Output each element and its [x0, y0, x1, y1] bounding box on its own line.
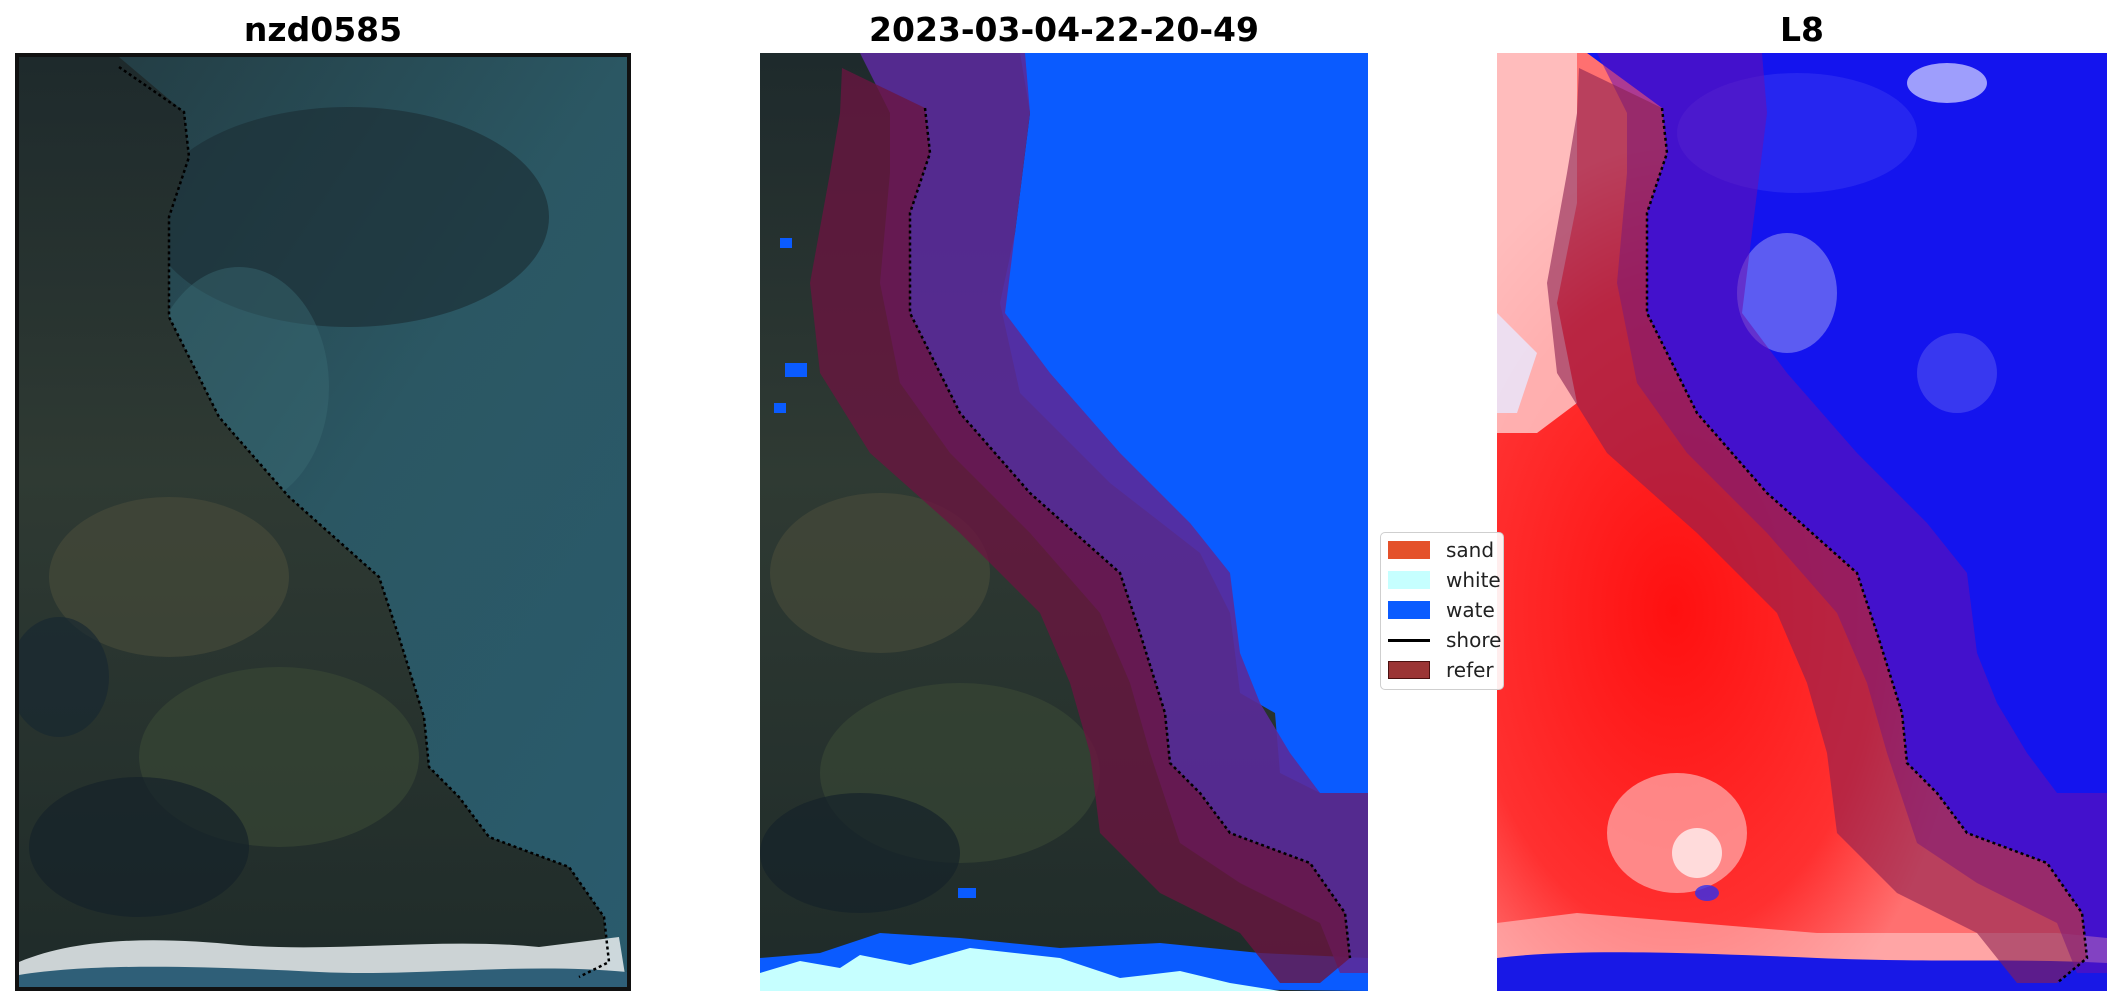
reference-shoreline [118, 65, 611, 979]
panel-title-date: 2023-03-04-22-20-49 [869, 10, 1259, 49]
index-map-panel [1497, 53, 2107, 991]
index-map-image [1497, 53, 2107, 991]
reference-shoreline [1645, 107, 2089, 984]
panel-title-site: nzd0585 [243, 10, 403, 49]
rgb-image-panel [15, 53, 631, 991]
legend: sand white wate shore refer [1380, 532, 1504, 690]
rgb-image [19, 57, 627, 987]
reference-buffer-area [860, 53, 1368, 973]
classification-image [760, 53, 1368, 991]
legend-item-sand: sand [1388, 537, 1494, 563]
classification-panel [760, 53, 1368, 991]
water-class-area [1000, 53, 1368, 793]
whitewater-swatch [1388, 571, 1430, 589]
shoreline-swatch [1388, 638, 1430, 642]
legend-item-water: wate [1388, 597, 1495, 623]
water-swatch [1388, 601, 1430, 619]
legend-item-reference: refer [1388, 657, 1494, 683]
legend-item-shoreline: shore [1388, 627, 1501, 653]
whitewater-class-area [760, 948, 1280, 991]
panel-title-satellite: L8 [1780, 10, 1824, 49]
legend-item-whitewater: white [1388, 567, 1501, 593]
reference-swatch [1388, 661, 1430, 679]
sand-swatch [1388, 541, 1430, 559]
